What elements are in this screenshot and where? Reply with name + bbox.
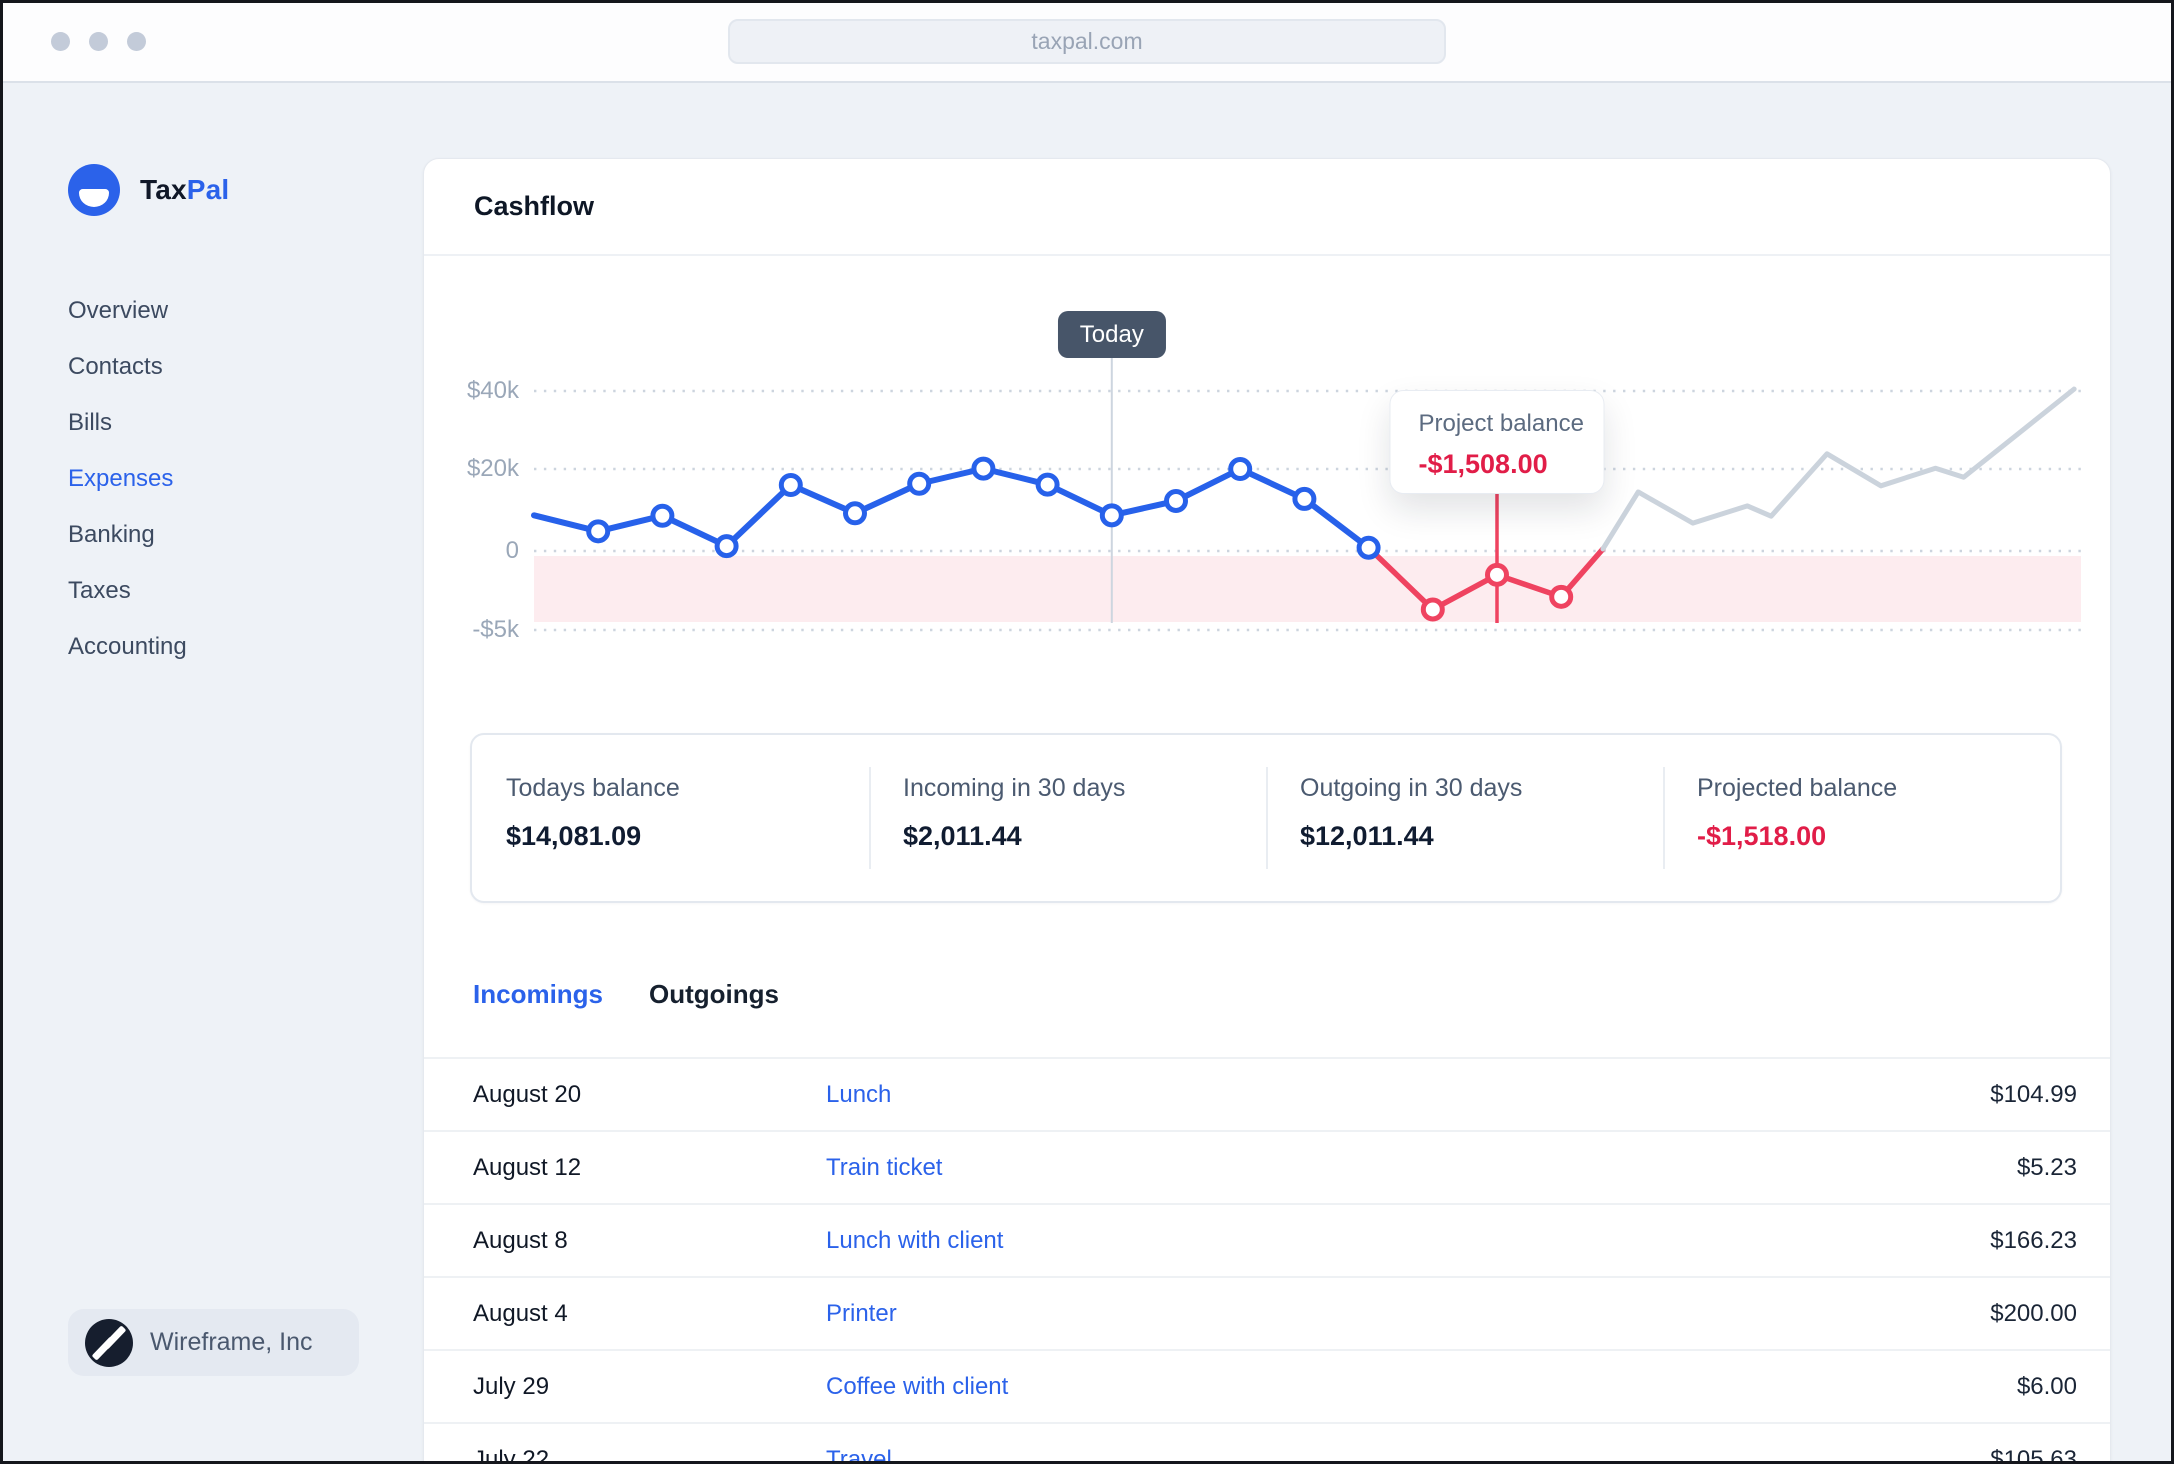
transaction-amount: $104.99 (1990, 1080, 2077, 1108)
balance-stats: Todays balance $14,081.09 Incoming in 30… (470, 733, 2062, 903)
brand: TaxPal (68, 164, 229, 216)
sidebar-nav-item[interactable]: Overview (68, 297, 169, 324)
organization-switcher[interactable]: Wireframe, Inc (68, 1309, 359, 1376)
table-row[interactable]: August 12 Train ticket $5.23 (424, 1130, 2110, 1203)
stat-label: Todays balance (506, 774, 680, 802)
stat-cell: Incoming in 30 days $2,011.44 (869, 735, 1266, 901)
sidebar: TaxPal Overview Contacts Bills Expenses … (3, 83, 423, 1461)
app-body: TaxPal Overview Contacts Bills Expenses … (3, 83, 2171, 1462)
stat-label: Projected balance (1697, 774, 1898, 802)
stat-value: -$1,518.00 (1697, 821, 1827, 851)
y-axis-tick-label: -$5k (472, 616, 519, 643)
stat-cell: Outgoing in 30 days $12,011.44 (1266, 735, 1663, 901)
stat-label: Outgoing in 30 days (1300, 774, 1523, 802)
y-axis-tick-label: 0 (505, 537, 519, 564)
transaction-amount: $200.00 (1990, 1299, 2077, 1327)
transaction-amount: $105.63 (1990, 1445, 2077, 1462)
tooltip-value: -$1,508.00 (1418, 449, 1548, 479)
tooltip-title: Project balance (1418, 410, 1584, 437)
transaction-date: August 20 (473, 1080, 582, 1108)
transaction-amount: $5.23 (2016, 1153, 2077, 1181)
organization-name: Wireframe, Inc (150, 1328, 313, 1356)
window-dot-icon (89, 32, 108, 51)
transaction-link[interactable]: Travel (826, 1445, 892, 1462)
taxpal-logo-icon (68, 164, 120, 216)
transactions-table: August 20 Lunch $104.99 August 12 Train … (424, 1057, 2110, 1462)
organization-logo-icon (85, 1318, 133, 1367)
transactions-tabs: Incomings Outgoings (473, 975, 2110, 1013)
stat-value: $2,011.44 (903, 821, 1022, 851)
transaction-date: August 4 (473, 1299, 568, 1327)
tab[interactable]: Incomings (473, 978, 604, 1009)
transaction-amount: $166.23 (1990, 1226, 2077, 1254)
transaction-link[interactable]: Lunch (826, 1080, 892, 1108)
stat-value: $12,011.44 (1300, 821, 1434, 851)
table-row[interactable]: July 22 Travel $105.63 (424, 1422, 2110, 1462)
transaction-date: July 29 (473, 1372, 550, 1400)
stat-cell: Projected balance -$1,518.00 (1663, 735, 2060, 901)
sidebar-nav-item[interactable]: Accounting (68, 633, 187, 660)
transaction-amount: $6.00 (2016, 1372, 2077, 1400)
window-dot-icon (127, 32, 146, 51)
sidebar-nav: Overview Contacts Bills Expenses Banking… (68, 283, 187, 675)
stat-label: Incoming in 30 days (903, 774, 1126, 802)
transaction-date: August 12 (473, 1153, 582, 1181)
y-axis-tick-label: $20k (466, 455, 519, 482)
cashflow-card: Cashflow Today Project balance -$1,508.0… (423, 158, 2111, 1462)
cashflow-chart: Today Project balance -$1,508.00 $40k $20… (424, 256, 2110, 733)
transaction-date: July 22 (473, 1445, 550, 1462)
transaction-link[interactable]: Coffee with client (826, 1372, 1009, 1400)
chart-tooltip: Project balance -$1,508.00 (1389, 390, 1605, 494)
page-title: Cashflow (474, 191, 595, 221)
sidebar-nav-item[interactable]: Banking (68, 521, 155, 548)
window-dot-icon (51, 32, 70, 51)
tab[interactable]: Outgoings (649, 978, 779, 1009)
browser-chrome: taxpal.com (3, 3, 2171, 83)
stat-cell: Todays balance $14,081.09 (472, 735, 869, 901)
today-badge: Today (1057, 311, 1166, 358)
sidebar-nav-item[interactable]: Expenses (68, 465, 174, 492)
transaction-link[interactable]: Train ticket (826, 1153, 943, 1181)
transaction-date: August 8 (473, 1226, 568, 1254)
sidebar-nav-item[interactable]: Taxes (68, 577, 131, 604)
table-row[interactable]: July 29 Coffee with client $6.00 (424, 1349, 2110, 1422)
sidebar-nav-item[interactable]: Bills (68, 409, 113, 436)
brand-name: TaxPal (140, 174, 230, 205)
stat-value: $14,081.09 (506, 821, 642, 851)
window-controls (51, 32, 146, 51)
table-row[interactable]: August 8 Lunch with client $166.23 (424, 1203, 2110, 1276)
chart-canvas (531, 358, 2081, 632)
table-row[interactable]: August 4 Printer $200.00 (424, 1276, 2110, 1349)
address-bar[interactable]: taxpal.com (728, 19, 1446, 64)
sidebar-nav-item[interactable]: Contacts (68, 353, 163, 380)
table-row[interactable]: August 20 Lunch $104.99 (424, 1057, 2110, 1130)
transaction-link[interactable]: Lunch with client (826, 1226, 1004, 1254)
transaction-link[interactable]: Printer (826, 1299, 897, 1327)
card-header: Cashflow (424, 159, 2110, 256)
y-axis-tick-label: $40k (466, 377, 519, 404)
